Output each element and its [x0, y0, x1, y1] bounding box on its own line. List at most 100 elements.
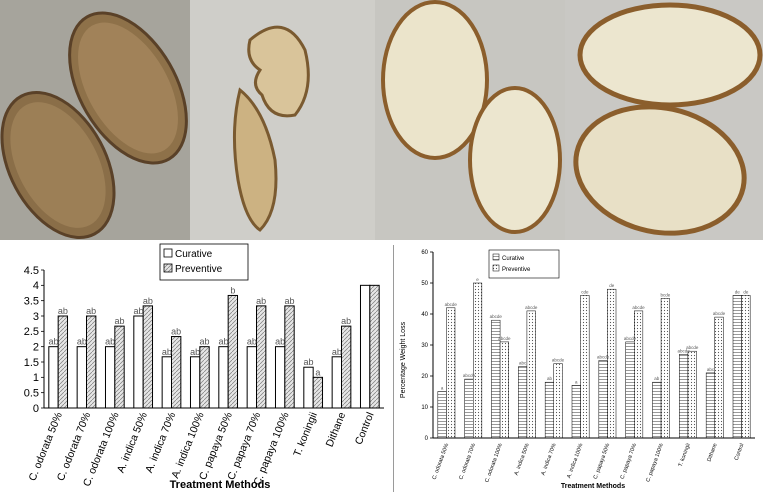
bar-data-label: ab	[275, 337, 285, 347]
bar-data-label: ab	[218, 337, 228, 347]
y-tick-label: 2.5	[24, 326, 39, 338]
legend-swatch-preventive	[492, 264, 500, 272]
bar-preventive	[607, 288, 617, 439]
bar-preventive	[114, 325, 125, 409]
bar-preventive	[687, 350, 697, 439]
photo-strip	[0, 0, 763, 240]
bar-curative	[464, 378, 474, 439]
bar-curative	[246, 346, 257, 409]
bar-curative	[518, 366, 528, 439]
bar-preventive	[741, 295, 751, 439]
bar-preventive	[227, 294, 239, 409]
bar-preventive	[142, 305, 154, 409]
right-bar-chart: aabcdeabcdeeabcdeabcdeabcabcdeababcdeacd…	[400, 249, 755, 490]
bar-curative	[359, 284, 371, 409]
category-label: Control	[734, 443, 746, 462]
bar-curative	[274, 346, 286, 409]
bar-data-label: ab	[58, 306, 68, 316]
bar-curative	[133, 315, 144, 409]
bar-data-label: ab	[171, 327, 181, 337]
bar-preventive	[660, 298, 670, 439]
category-label: A. indica 100%	[566, 443, 584, 480]
bar-preventive	[199, 346, 210, 409]
bar-data-label: abcde	[677, 348, 690, 353]
category-label: C. odorata 50%	[432, 443, 451, 481]
legend-swatch-curative	[163, 248, 173, 258]
chart-legend: Curative Preventive	[159, 243, 249, 281]
bar-preventive	[580, 295, 590, 439]
bar-data-label: ab	[303, 357, 313, 367]
photo-panel-3	[375, 0, 565, 240]
bar-data-label: ab	[48, 337, 58, 347]
y-axis-title: Percentage Weight Loss	[400, 321, 407, 398]
category-label: A. indica 70%	[540, 443, 557, 477]
bar-preventive	[446, 307, 456, 439]
bar-data-label: ab	[200, 337, 210, 347]
category-label: C. odorata 70%	[458, 443, 477, 481]
bar-data-label: a	[575, 379, 578, 384]
y-tick-label: 4	[33, 280, 39, 292]
bar-data-label: abcde	[498, 336, 511, 341]
y-tick-label: 0	[425, 436, 429, 442]
bar-curative	[652, 381, 662, 439]
bar-curative	[679, 354, 689, 439]
bar-data-label: ab	[247, 337, 257, 347]
photo-panel-4	[565, 0, 763, 240]
bar-curative	[189, 356, 201, 409]
bar-preventive	[526, 310, 536, 439]
bar-curative	[76, 346, 88, 409]
bar-data-label: b	[230, 285, 235, 295]
category-label: T. koningii	[678, 443, 692, 468]
category-label: T. koningii	[291, 411, 320, 459]
bar-data-label: abcde	[713, 311, 726, 316]
bar-curative	[218, 346, 229, 409]
category-label: C. odorata 100%	[484, 443, 504, 484]
bar-data-label: abcde	[490, 314, 503, 319]
bar-data-label: ab	[190, 347, 200, 357]
bar-data-label: abcde	[463, 373, 476, 378]
bar-preventive	[312, 376, 324, 409]
bar-curative	[303, 366, 314, 409]
category-label: C. papaya 100%	[645, 443, 665, 483]
bar-data-label: ab	[341, 316, 351, 326]
bar-data-label: a	[441, 386, 444, 391]
bar-data-label: abcde	[632, 305, 645, 310]
bar-curative	[48, 346, 59, 409]
bar-data-label: abcde	[552, 358, 565, 363]
bar-data-label: abcde	[525, 305, 538, 310]
bar-data-label: ab	[105, 337, 115, 347]
bar-curative	[705, 372, 715, 439]
bar-data-label: abcde	[624, 336, 637, 341]
bar-data-label: bcde	[660, 293, 670, 298]
bar-data-label: abcde	[686, 345, 699, 350]
bar-data-label: ab	[77, 337, 87, 347]
bar-data-label: ab	[285, 296, 295, 306]
bar-data-label: ab	[162, 347, 172, 357]
bar-curative	[625, 341, 635, 439]
bar-preventive	[473, 282, 483, 439]
y-tick-label: 3.5	[24, 296, 39, 308]
y-tick-label: 3	[33, 311, 39, 323]
bar-data-label: de	[735, 289, 741, 294]
bar-data-label: ab	[115, 316, 125, 326]
legend-swatch-curative	[492, 253, 500, 261]
y-tick-label: 4.5	[24, 265, 39, 277]
legend-label-curative: Curative	[175, 249, 213, 260]
bar-data-label: ab	[547, 376, 553, 381]
category-label: C. papaya 50%	[593, 443, 612, 480]
category-label: Dithane	[707, 443, 719, 463]
bar-data-label: de	[743, 289, 749, 294]
bar-data-label: ab	[143, 296, 153, 306]
y-tick-label: 30	[421, 343, 428, 349]
bar-curative	[544, 381, 554, 439]
x-axis-title: Treatment Methods	[561, 483, 625, 490]
photo-panel-2	[190, 0, 375, 240]
y-tick-label: 20	[421, 374, 428, 380]
bar-preventive	[284, 305, 295, 409]
legend-swatch-preventive	[163, 263, 173, 273]
category-label: A. indica 50%	[514, 443, 531, 477]
bar-preventive	[714, 316, 724, 439]
y-tick-label: 10	[421, 405, 428, 411]
bar-curative	[437, 391, 447, 439]
